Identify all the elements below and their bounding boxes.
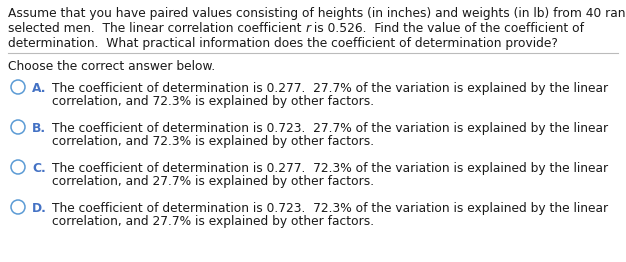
Text: correlation, and 27.7% is explained by other factors.: correlation, and 27.7% is explained by o… [52, 175, 374, 188]
Text: C.: C. [32, 162, 46, 175]
Text: correlation, and 72.3% is explained by other factors.: correlation, and 72.3% is explained by o… [52, 135, 374, 148]
Text: A.: A. [32, 82, 46, 95]
Text: Assume that you have paired values consisting of heights (in inches) and weights: Assume that you have paired values consi… [8, 7, 626, 20]
Text: Choose the correct answer below.: Choose the correct answer below. [8, 60, 215, 73]
Text: correlation, and 27.7% is explained by other factors.: correlation, and 27.7% is explained by o… [52, 215, 374, 228]
Text: B.: B. [32, 122, 46, 135]
Text: determination.  What practical information does the coefficient of determination: determination. What practical informatio… [8, 37, 558, 50]
Text: The coefficient of determination is 0.277.  27.7% of the variation is explained : The coefficient of determination is 0.27… [52, 82, 608, 95]
Text: selected men.  The linear correlation coefficient: selected men. The linear correlation coe… [8, 22, 305, 35]
Text: D.: D. [32, 202, 47, 215]
Text: The coefficient of determination is 0.723.  27.7% of the variation is explained : The coefficient of determination is 0.72… [52, 122, 608, 135]
Text: correlation, and 72.3% is explained by other factors.: correlation, and 72.3% is explained by o… [52, 95, 374, 108]
Text: The coefficient of determination is 0.723.  72.3% of the variation is explained : The coefficient of determination is 0.72… [52, 202, 608, 215]
Text: is 0.526.  Find the value of the coefficient of: is 0.526. Find the value of the coeffici… [310, 22, 585, 35]
Text: The coefficient of determination is 0.277.  72.3% of the variation is explained : The coefficient of determination is 0.27… [52, 162, 608, 175]
Text: r: r [305, 22, 310, 35]
